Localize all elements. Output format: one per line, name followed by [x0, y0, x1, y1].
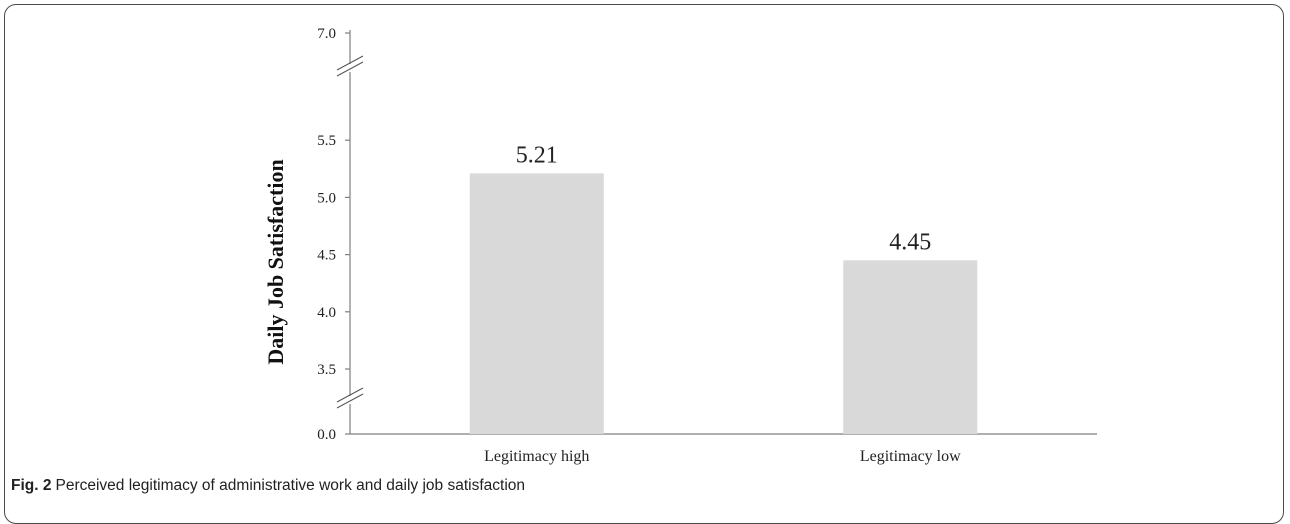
- y-tick-label: 5.0: [317, 190, 336, 206]
- y-tick-label: 0.0: [317, 427, 336, 443]
- category-label: Legitimacy low: [860, 448, 961, 465]
- y-axis-title: Daily Job Satisfaction: [263, 159, 288, 364]
- category-label: Legitimacy high: [484, 448, 589, 465]
- y-tick-label: 4.0: [317, 305, 336, 321]
- bar-chart: Daily Job Satisfaction 0.0 3.5 4.0 4.5 5.0 5.…: [263, 26, 1097, 465]
- y-tick-labels: 0.0 3.5 4.0 4.5 5.0 5.5 7.0: [317, 26, 350, 443]
- y-tick-label: 3.5: [317, 362, 336, 378]
- axis-break-mark: [336, 55, 364, 71]
- y-tick-label: 5.5: [317, 133, 336, 149]
- axis-break-mark: [336, 61, 364, 77]
- bar: [469, 173, 604, 434]
- bars: [469, 173, 978, 434]
- data-labels: 5.21 4.45: [516, 142, 932, 255]
- figure-caption: Fig. 2 Perceived legitimacy of administra…: [11, 477, 525, 495]
- axis-break-mark: [336, 387, 364, 403]
- figure-label: Fig. 2: [11, 477, 52, 494]
- data-label: 5.21: [516, 142, 558, 168]
- category-labels: Legitimacy high Legitimacy low: [484, 448, 961, 465]
- data-label: 4.45: [889, 229, 931, 255]
- axis-break-mark: [336, 393, 364, 409]
- caption-text: Perceived legitimacy of administrative w…: [55, 477, 526, 494]
- y-tick-label: 4.5: [317, 248, 336, 264]
- bar: [843, 260, 978, 434]
- chart-axes: [336, 30, 1097, 435]
- y-tick-label: 7.0: [317, 26, 336, 42]
